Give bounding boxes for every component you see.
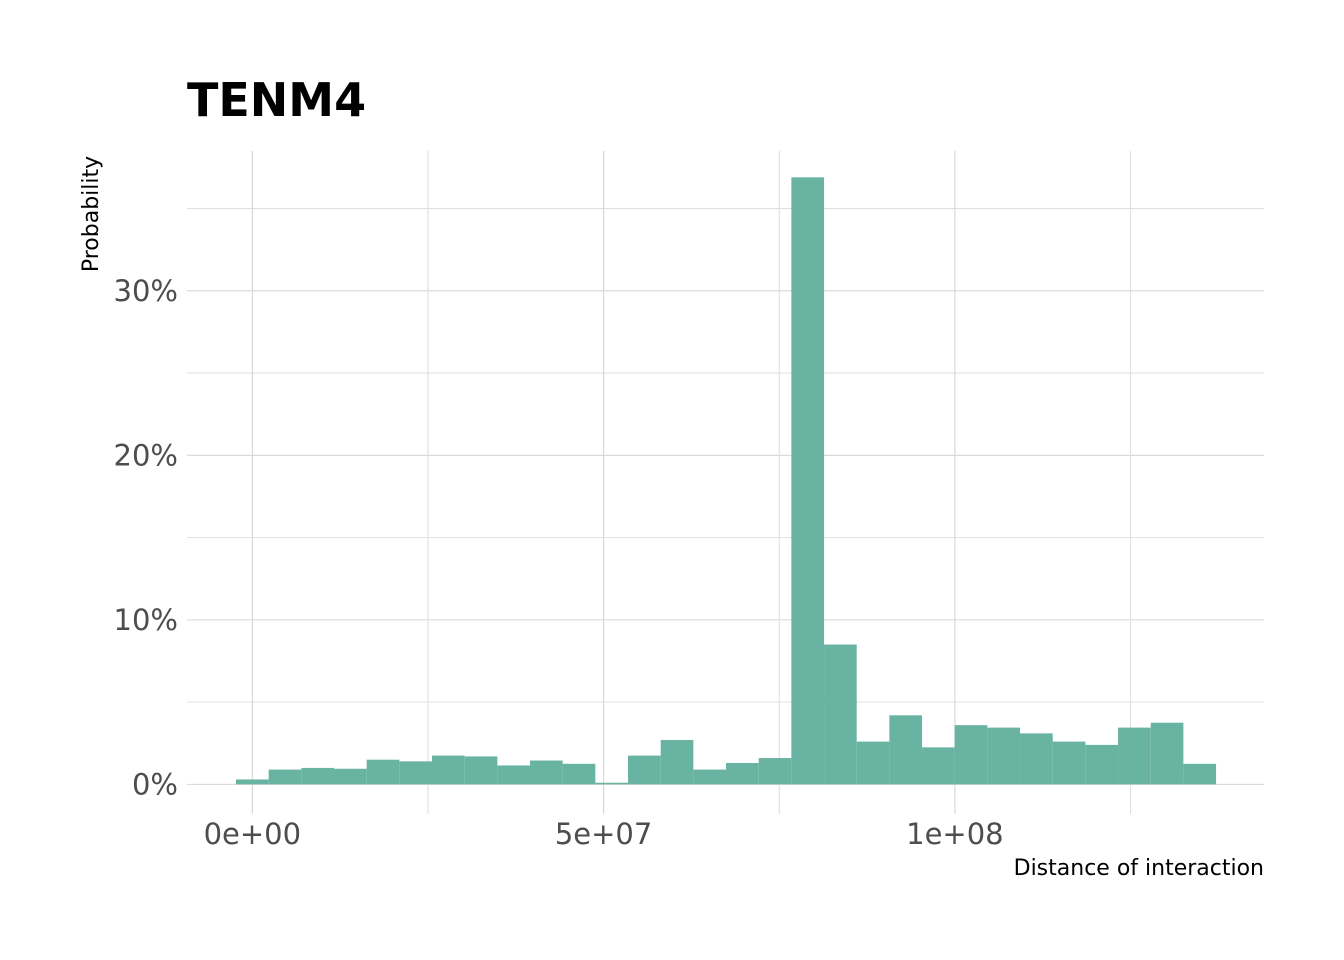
x-axis-title: Distance of interaction xyxy=(1014,856,1264,881)
y-tick-label: 10% xyxy=(114,603,178,637)
histogram-bar xyxy=(824,644,857,785)
x-tick-label: 1e+08 xyxy=(906,817,1004,851)
y-axis-tick-labels: 0% 10% 20% 30% xyxy=(114,274,178,802)
y-tick-label: 20% xyxy=(114,438,178,472)
histogram-bar xyxy=(399,761,433,785)
histogram-bar xyxy=(497,765,531,785)
histogram-bar xyxy=(432,755,465,785)
histogram-bar xyxy=(987,727,1021,785)
y-tick-label: 0% xyxy=(132,767,178,801)
histogram-bar xyxy=(1150,722,1184,785)
histogram-bar xyxy=(693,769,727,785)
histogram-bar xyxy=(334,768,367,785)
x-axis-tick-labels: 0e+00 5e+07 1e+08 xyxy=(204,817,1004,851)
histogram-bar xyxy=(1183,763,1217,785)
histogram-bar xyxy=(1052,741,1086,785)
histogram-bar xyxy=(268,769,302,785)
histogram-bar xyxy=(922,747,955,785)
histogram-bar xyxy=(628,755,661,785)
x-tick-label: 5e+07 xyxy=(555,817,653,851)
histogram-bar xyxy=(758,758,792,785)
histogram-bars xyxy=(236,177,1217,785)
histogram-bar xyxy=(1118,727,1151,785)
histogram-bar xyxy=(595,782,629,785)
x-tick-label: 0e+00 xyxy=(204,817,302,851)
histogram-bar xyxy=(889,715,923,785)
y-axis-title: Probability xyxy=(79,156,104,272)
histogram-bar xyxy=(726,763,759,785)
histogram-bar xyxy=(660,739,694,785)
histogram-bar xyxy=(530,760,563,785)
histogram-bar xyxy=(562,763,596,785)
histogram-bar xyxy=(856,741,890,785)
histogram-bar xyxy=(236,779,269,785)
histogram-bar xyxy=(954,725,988,785)
chart-title: TENM4 xyxy=(187,73,366,127)
histogram-bar xyxy=(464,756,498,785)
histogram-bar xyxy=(1020,733,1053,785)
histogram-bar xyxy=(1085,744,1119,785)
histogram-bar xyxy=(301,767,335,785)
y-tick-label: 30% xyxy=(114,274,178,308)
grid-lines xyxy=(187,151,1264,814)
histogram-bar xyxy=(791,177,825,785)
histogram-bar xyxy=(366,759,400,785)
